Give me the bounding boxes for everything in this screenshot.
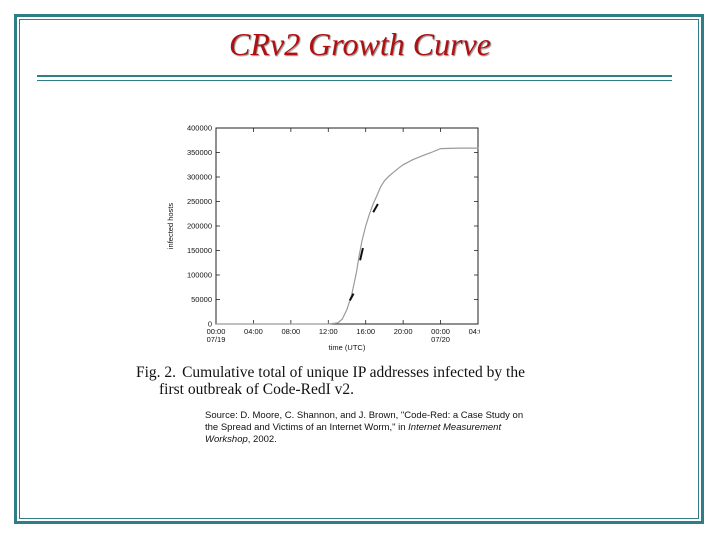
caption-line1: Cumulative total of unique IP addresses … — [182, 364, 525, 381]
y-tick-label: 150000 — [187, 246, 212, 255]
x-tick-sublabel: 07/20 — [431, 335, 450, 344]
y-tick-label: 250000 — [187, 197, 212, 206]
y-tick-label: 0 — [208, 320, 212, 329]
x-tick-label: 00:00 — [207, 327, 226, 336]
caption-number: Fig. 2. — [136, 364, 177, 381]
y-tick-label: 200000 — [187, 222, 212, 231]
x-tick-label: 08:00 — [281, 327, 300, 336]
title-rule-thick — [37, 75, 672, 77]
slide-frame-inner — [19, 19, 699, 519]
y-tick-label: 350000 — [187, 148, 212, 157]
caption-line2: first outbreak of Code-RedI v2. — [159, 381, 354, 398]
source-venue: Internet Measurement Workshop — [205, 422, 502, 445]
source-suffix: , 2002. — [247, 434, 277, 445]
y-tick-label: 300000 — [187, 173, 212, 182]
growth-chart: 0 50000 100000 150000 200000 250000 300000 3500… — [166, 124, 480, 353]
x-tick-label: 20:00 — [394, 327, 413, 336]
plot-frame — [215, 127, 479, 325]
slide-frame-outer — [14, 14, 704, 524]
slide-title: CRv2 Growth Curve — [229, 26, 491, 62]
title-rule-thin — [37, 80, 672, 81]
x-tick-label: 04:00 — [244, 327, 263, 336]
x-tick-label: 04:00 — [469, 327, 480, 336]
highlight-segment — [348, 293, 355, 301]
infection-curve-line — [216, 147, 479, 325]
highlight-segment — [372, 203, 379, 213]
x-tick-label: 16:00 — [356, 327, 375, 336]
source-prefix: Source: D. Moore, C. Shannon, and J. Bro… — [205, 410, 524, 433]
x-tick-sublabel: 07/19 — [207, 335, 226, 344]
highlight-segment — [359, 247, 364, 261]
x-tick-label: 00:00 — [431, 327, 450, 336]
figure-caption: Fig. 2. Cumulative total of unique IP add… — [136, 364, 556, 398]
y-tick-label: 50000 — [191, 295, 212, 304]
x-axis-label: time (UTC) — [329, 343, 366, 352]
source-citation: Source: D. Moore, C. Shannon, and J. Bro… — [205, 410, 525, 446]
highlighted-segments — [348, 203, 379, 301]
x-tick-label: 12:00 — [319, 327, 338, 336]
y-tick-label: 400000 — [187, 124, 212, 133]
y-axis-ticks: 0 50000 100000 150000 200000 250000 300000 3500… — [187, 124, 478, 329]
y-tick-label: 100000 — [187, 271, 212, 280]
y-axis-label: infected hosts — [166, 203, 175, 250]
